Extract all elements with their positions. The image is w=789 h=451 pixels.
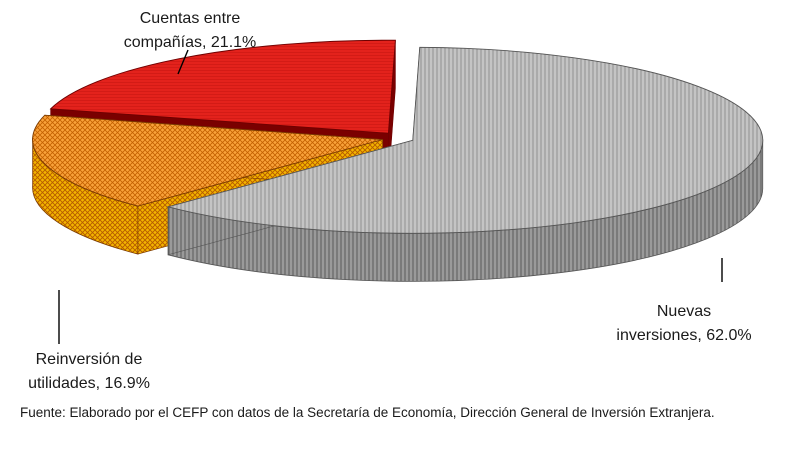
pie-slice [166, 46, 764, 282]
slice-label: compañías, 21.1% [124, 34, 257, 51]
pie-slices [32, 39, 764, 282]
slice-label: Reinversión de [36, 351, 143, 368]
slice-labels: Nuevas inversiones, 62.0% Reinversión de ut… [28, 10, 752, 392]
pie-slice-top [166, 46, 764, 234]
slice-label: Nuevas [657, 303, 711, 320]
pie-chart: Nuevas inversiones, 62.0% Reinversión de ut… [28, 10, 764, 392]
source-note: Fuente: Elaborado por el CEFP con datos … [20, 405, 715, 420]
leader-line [177, 49, 189, 75]
pie-slice-top [32, 114, 383, 207]
pie-slice-top [49, 39, 396, 134]
slice-label: inversiones, 62.0% [616, 327, 751, 344]
slice-label: Cuentas entre [140, 10, 241, 27]
slice-label: utilidades, 16.9% [28, 375, 150, 392]
